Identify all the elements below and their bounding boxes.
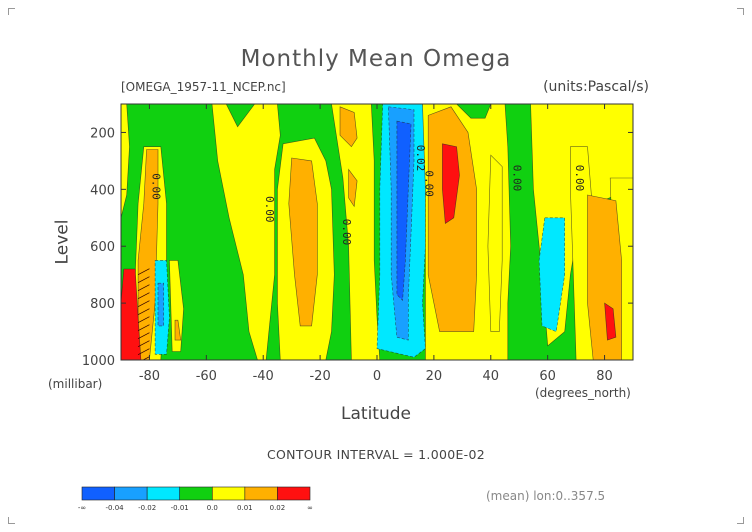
- colorbar-swatch: [277, 486, 311, 501]
- y-tick-label: 600: [90, 240, 115, 255]
- contour-region: [137, 149, 159, 360]
- colorbar-label: -∞: [77, 504, 87, 512]
- contour-interval-text: CONTOUR INTERVAL = 1.000E-02: [267, 447, 485, 462]
- contour-region: [604, 302, 617, 341]
- contour-region: [348, 168, 358, 208]
- contour-label: 0.00: [573, 165, 586, 192]
- colorbar-label: -0.04: [105, 504, 124, 512]
- corner-mark: [8, 517, 15, 524]
- colorbar-swatch: [81, 486, 115, 501]
- chart-title: Monthly Mean Omega: [240, 46, 512, 72]
- contour-label: 0.00: [340, 219, 353, 246]
- hatch-lines: [137, 268, 150, 360]
- x-tick-label: -60: [196, 369, 217, 384]
- hatch-line: [137, 284, 150, 292]
- contour-region: [288, 157, 318, 327]
- x-tick-label: 60: [539, 369, 556, 384]
- colorbar-label: -0.02: [138, 504, 157, 512]
- colorbar-label: ∞: [307, 504, 313, 512]
- colorbar-swatch: [114, 486, 148, 501]
- corner-mark: [737, 8, 744, 15]
- y-tick-label: 800: [90, 297, 115, 312]
- contour-region: [121, 268, 142, 360]
- hatch-line: [137, 308, 150, 316]
- contour-label: 0.00: [149, 173, 162, 200]
- x-tick-label: 20: [426, 369, 443, 384]
- hatch-line: [137, 292, 150, 300]
- hatch-line: [137, 324, 150, 332]
- contour-label: 0.02: [414, 145, 427, 172]
- contour-region: [442, 143, 460, 225]
- colorbar-swatch: [244, 486, 278, 501]
- colorbar-swatch: [146, 486, 181, 501]
- colorbar-label: 0.02: [269, 504, 286, 512]
- x-axis-label: Latitude: [341, 404, 411, 424]
- y-tick-label: 200: [90, 126, 115, 141]
- colorbar-label: 0.0: [206, 504, 218, 512]
- x-tick-label: 40: [483, 369, 500, 384]
- colorbar-swatch: [179, 486, 213, 501]
- y-axis-unit: (millibar): [48, 377, 103, 391]
- hatch-line: [137, 348, 150, 356]
- hatch-line: [137, 340, 150, 348]
- x-tick-label: 0: [373, 369, 381, 384]
- contour-label: 0.00: [263, 196, 276, 223]
- mean-lon-text: (mean) lon:0..357.5: [486, 489, 606, 503]
- x-tick-label: -20: [309, 369, 330, 384]
- y-tick-label: 1000: [82, 354, 115, 369]
- contour-region: [169, 260, 184, 352]
- x-tick-label: -80: [139, 369, 160, 384]
- hatch-line: [137, 316, 150, 324]
- corner-mark: [737, 517, 744, 524]
- contour-region: [427, 106, 477, 332]
- x-tick-label: 80: [596, 369, 613, 384]
- units-label: (units:Pascal/s): [543, 79, 649, 95]
- y-tick-label: 400: [90, 183, 115, 198]
- contour-region: [587, 194, 622, 360]
- contour-label: 0.00: [422, 170, 435, 197]
- contour-region: [331, 104, 381, 360]
- corner-mark: [8, 8, 15, 15]
- contour-region: [487, 154, 503, 332]
- contour-region: [174, 319, 182, 341]
- colorbar-label: -0.01: [170, 504, 189, 512]
- contour-label: 0.00: [511, 165, 524, 192]
- contour-region: [396, 120, 412, 301]
- contour-region: [157, 282, 164, 327]
- contour-region: [538, 217, 566, 333]
- hatch-line: [137, 332, 150, 340]
- x-tick-label: -40: [253, 369, 274, 384]
- contour-region: [339, 106, 358, 148]
- source-file-label: [OMEGA_1957-11_NCEP.nc]: [121, 80, 286, 94]
- contour-region: [211, 104, 281, 360]
- hatch-line: [137, 300, 150, 308]
- hatch-line: [137, 268, 150, 276]
- hatch-line: [137, 276, 150, 284]
- x-axis-unit: (degrees_north): [535, 386, 631, 400]
- colorbar-swatch: [211, 486, 246, 501]
- colorbar-label: 0.01: [237, 504, 253, 512]
